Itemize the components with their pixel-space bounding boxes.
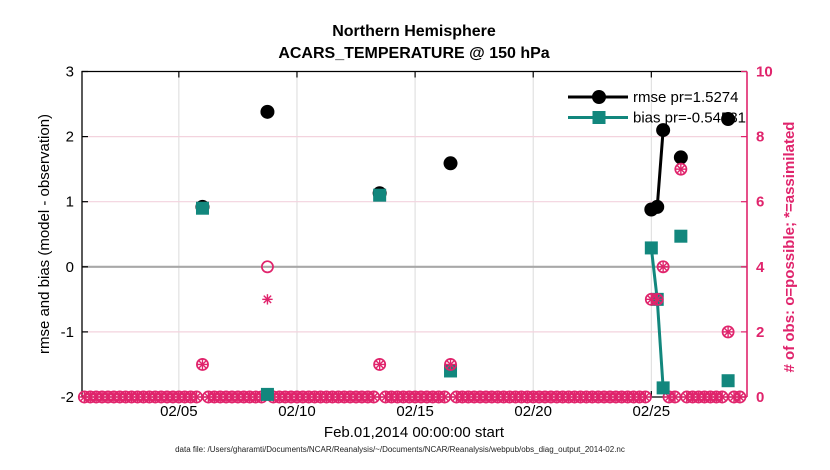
legend: rmse pr=1.5274 bias pr=-0.54531 (568, 89, 746, 127)
chain-assimilated-marker (439, 391, 450, 403)
assimilated-count-marker (445, 359, 456, 370)
possible-count-marker (674, 162, 688, 176)
y-right-tick-label: 8 (756, 129, 764, 146)
legend-rmse-marker (592, 90, 606, 104)
y-axis-label-right: # of obs: o=possible; *=assimilated (781, 122, 798, 373)
x-tick-label: 02/20 (514, 403, 552, 420)
assimilated-count-marker (652, 294, 663, 305)
rmse-point (443, 156, 458, 171)
y-left-tick-label: 3 (66, 64, 74, 81)
possible-count-marker (650, 292, 664, 306)
x-tick-label: 02/25 (633, 403, 671, 420)
series-line-layer (649, 129, 665, 388)
y-right-tick-label: 0 (756, 389, 764, 406)
y-right-tick-label: 2 (756, 324, 764, 341)
y-axis-label-left: rmse and bias (model - observation) (36, 114, 53, 354)
rmse-point (673, 150, 688, 165)
rmse-point (260, 104, 275, 119)
y-left-tick-label: -1 (61, 324, 74, 341)
assimilated-count-marker (657, 261, 669, 272)
bias-point (644, 241, 658, 255)
chain-assimilated-marker (734, 391, 746, 403)
assimilated-count-marker (262, 294, 273, 305)
rmse-point (656, 123, 671, 138)
series-marker-layer (195, 104, 736, 401)
y-left-tick-label: -2 (61, 389, 74, 406)
assimilated-count-marker (722, 326, 734, 338)
chain-assimilated-marker (640, 391, 651, 403)
possible-count-marker (444, 358, 457, 371)
y-left-tick-label: 1 (66, 194, 74, 211)
bias-point (260, 387, 274, 401)
y-left-tick-label: 0 (66, 259, 74, 276)
footer-datafile: data file: /Users/gharamti/Documents/NCA… (175, 445, 625, 454)
bias-point (656, 381, 670, 395)
legend-bias-marker (592, 111, 606, 124)
grid-layer (82, 71, 747, 397)
chain-assimilated-marker (368, 391, 379, 403)
chain-possible-marker (638, 390, 652, 404)
possible-count-marker (656, 260, 670, 274)
rmse-line (650, 129, 665, 211)
rmse-point (650, 199, 665, 214)
plot-title: Northern Hemisphere (332, 23, 496, 40)
bias-point (721, 374, 735, 388)
bias-point (195, 201, 209, 215)
legend-rmse-label: rmse pr=1.5274 (633, 89, 738, 106)
zero-obs-chain-layer (77, 390, 747, 404)
bias-point (674, 229, 688, 243)
y-left-tick-label: 2 (66, 129, 74, 146)
chain-assimilated-marker (716, 391, 728, 403)
rmse-point (721, 112, 736, 127)
chain-assimilated-marker (191, 391, 202, 403)
x-tick-label: 02/05 (160, 403, 198, 420)
chain-possible-marker (733, 390, 747, 404)
bias-point (373, 188, 387, 202)
x-tick-label: 02/15 (396, 403, 434, 420)
assimilated-count-marker (675, 163, 687, 175)
possible-count-marker (373, 358, 387, 371)
assimilated-count-marker (197, 359, 208, 370)
legend-bias-label: bias pr=-0.54531 (633, 110, 746, 127)
possible-count-marker (260, 260, 274, 274)
chain-assimilated-marker (669, 391, 681, 403)
assimilated-count-marker (374, 359, 385, 370)
y-right-tick-label: 4 (756, 259, 765, 276)
possible-count-marker (721, 325, 735, 339)
plot-subtitle: ACARS_TEMPERATURE @ 150 hPa (278, 45, 549, 62)
x-axis-label: Feb.01,2014 00:00:00 start (324, 424, 505, 441)
possible-count-marker (196, 358, 209, 371)
y-right-tick-label: 6 (756, 194, 764, 211)
x-tick-label: 02/10 (278, 403, 316, 420)
obs-count-marker-layer (196, 162, 735, 371)
y-right-tick-label: 10 (756, 64, 773, 81)
